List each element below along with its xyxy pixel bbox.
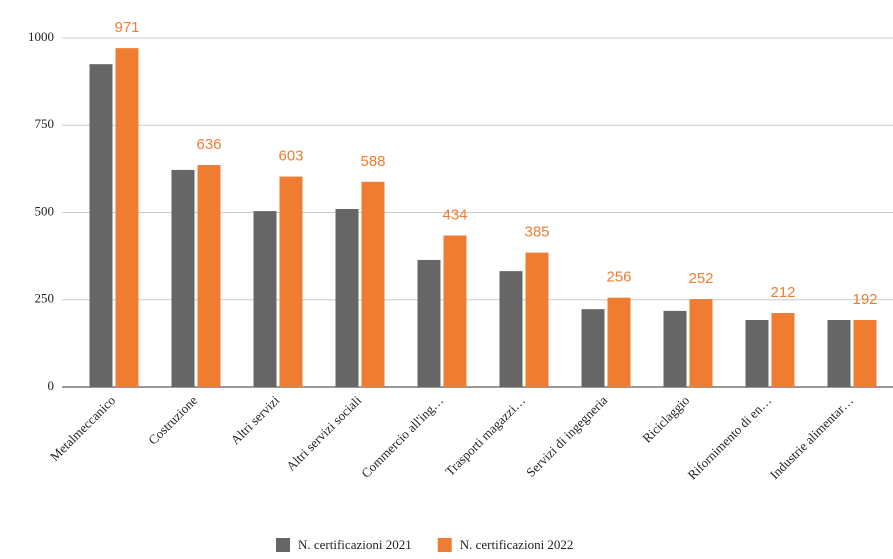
x-tick-label: Altri servizi xyxy=(227,392,282,447)
bar xyxy=(771,313,795,387)
value-label: 588 xyxy=(360,153,385,170)
x-tick-label: Rifornimento di en… xyxy=(684,393,774,483)
value-label: 636 xyxy=(196,136,221,153)
legend-label: N. certificazioni 2022 xyxy=(460,537,574,552)
bar xyxy=(443,235,467,387)
bar xyxy=(607,297,631,387)
y-tick-label: 750 xyxy=(35,116,55,131)
legend-label: N. certificazioni 2021 xyxy=(298,537,412,552)
bar xyxy=(335,209,359,387)
x-tick-label: Metalmeccanico xyxy=(47,393,118,464)
legend-swatch xyxy=(437,538,452,552)
x-tick-label: Costruzione xyxy=(145,392,200,447)
value-label: 603 xyxy=(278,148,303,165)
y-tick-label: 0 xyxy=(48,378,55,393)
value-label: 385 xyxy=(524,224,549,241)
bar xyxy=(499,271,523,387)
y-tick-label: 500 xyxy=(35,203,55,218)
value-label: 971 xyxy=(114,19,139,36)
x-tick-label: Commercio all'ing… xyxy=(358,393,446,481)
x-tick-label: Industrie alimentar… xyxy=(767,393,856,482)
bar xyxy=(253,211,277,387)
bar xyxy=(689,299,713,387)
y-tick-label: 250 xyxy=(35,291,55,306)
bar xyxy=(525,252,549,387)
bar xyxy=(581,309,605,387)
value-label: 192 xyxy=(852,291,877,308)
x-tick-label: Trasporti magazzi… xyxy=(442,393,528,479)
y-tick-label: 1000 xyxy=(28,29,54,44)
x-tick-label: Servizi di ingegneria xyxy=(523,392,610,479)
value-label: 256 xyxy=(606,269,631,286)
legend-swatch xyxy=(276,538,290,552)
value-label: 434 xyxy=(442,207,467,224)
bar xyxy=(361,181,385,387)
bar xyxy=(89,64,113,388)
bar xyxy=(853,319,877,387)
bar xyxy=(115,48,139,387)
bar xyxy=(663,310,687,387)
bar xyxy=(827,319,851,387)
bar xyxy=(417,259,441,387)
bar xyxy=(171,169,195,387)
bar xyxy=(197,165,221,387)
x-tick-label: Riciclaggio xyxy=(639,393,692,446)
bar xyxy=(745,319,769,387)
bar xyxy=(279,176,303,387)
x-tick-label: Altri servizi sociali xyxy=(283,392,364,473)
value-label: 252 xyxy=(688,270,713,287)
value-label: 212 xyxy=(770,284,795,301)
